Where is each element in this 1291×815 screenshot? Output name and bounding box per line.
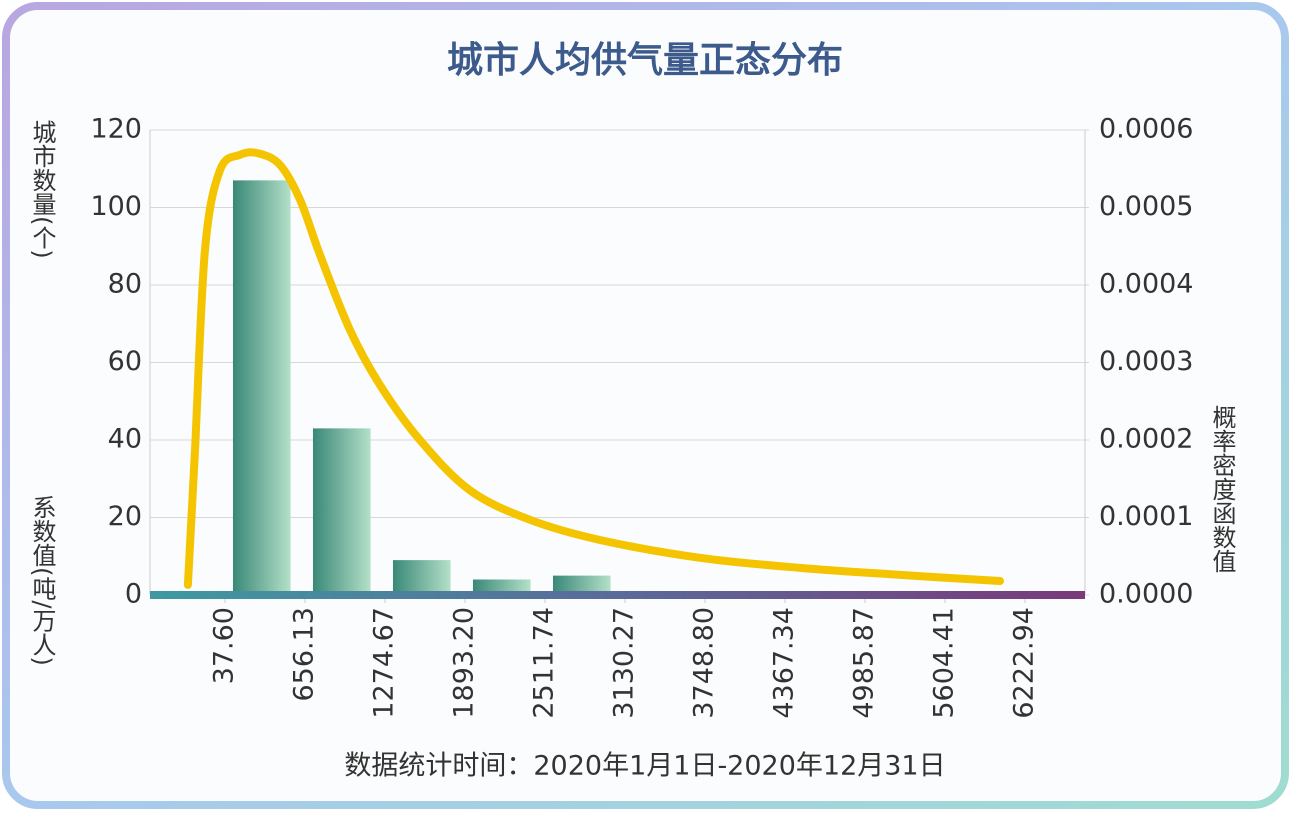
y2-tick-label: 0.0002: [1099, 424, 1193, 455]
x-tick-label: 1893.20: [448, 607, 479, 719]
y-tick-label: 60: [108, 346, 142, 377]
x-tick-label: 1274.67: [368, 607, 399, 719]
y2-tick-label: 0.0001: [1099, 501, 1193, 532]
x-axis: [150, 591, 1085, 599]
x-tick-label: 656.13: [288, 607, 319, 701]
y-tick-label: 120: [90, 114, 142, 145]
y-tick-label: 80: [108, 269, 142, 300]
x-tick-label: 37.60: [208, 607, 239, 684]
density-line: [183, 148, 1005, 589]
x-tick-label: 4367.34: [768, 607, 799, 719]
x-tick-label: 6222.94: [1008, 607, 1039, 719]
y-tick-label: 100: [90, 191, 142, 222]
y2-tick-label: 0.0000: [1099, 579, 1193, 610]
y2-axis-label: 概率密度函数值: [1208, 405, 1236, 573]
y-tick-label: 20: [108, 501, 142, 532]
x-tick-label: 2511.74: [528, 607, 559, 719]
x-tick-label: 5604.41: [928, 607, 959, 719]
y2-tick-label: 0.0003: [1099, 346, 1193, 377]
bar: [312, 428, 371, 595]
y-tick-label: 0: [125, 579, 142, 610]
annotation: 系数值(吨/万人): [28, 495, 56, 666]
x-tick-label: 3130.27: [608, 607, 639, 719]
bar: [552, 575, 611, 595]
chart-title: 城市人均供气量正态分布: [447, 40, 843, 81]
bar: [392, 560, 451, 595]
x-tick-label: 3748.80: [688, 607, 719, 719]
x-tick-label: 4985.87: [848, 607, 879, 719]
bar: [232, 180, 291, 595]
y2-tick-label: 0.0005: [1099, 191, 1193, 222]
y-axis-label: 城市数量(个): [28, 120, 56, 259]
y-tick-label: 40: [108, 424, 142, 455]
footer: 数据统计时间：2020年1月1日-2020年12月31日: [344, 751, 945, 782]
y2-tick-label: 0.0006: [1099, 114, 1193, 145]
y2-tick-label: 0.0004: [1099, 269, 1193, 300]
